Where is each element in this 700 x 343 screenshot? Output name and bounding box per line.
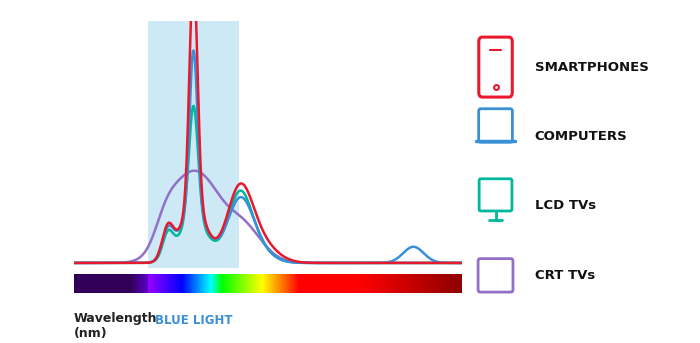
Text: BLUE LIGHT: BLUE LIGHT	[155, 314, 232, 327]
Text: Wavelength
(nm): Wavelength (nm)	[74, 312, 157, 340]
Text: COMPUTERS: COMPUTERS	[535, 130, 628, 143]
Bar	[148, 21, 239, 268]
Text: LCD TVs: LCD TVs	[535, 199, 596, 212]
Text: CRT TVs: CRT TVs	[535, 269, 595, 282]
Text: SMARTPHONES: SMARTPHONES	[535, 61, 649, 74]
